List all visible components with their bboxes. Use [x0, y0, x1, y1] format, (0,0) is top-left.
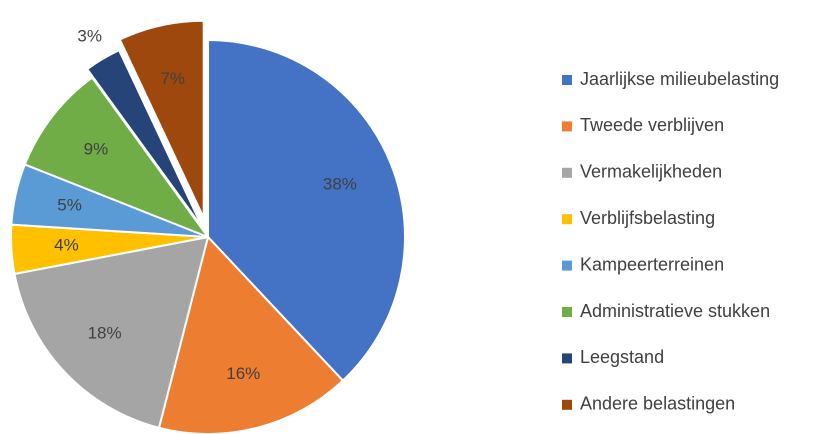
legend-swatch	[562, 260, 572, 271]
slice-label: 3%	[77, 26, 102, 45]
legend-swatch	[562, 121, 572, 132]
pie-slice	[157, 234, 345, 434]
slice-label: 9%	[84, 140, 109, 159]
slice-label: 18%	[88, 324, 122, 343]
legend-label: Jaarlijkse milieubelasting	[580, 69, 779, 89]
slice-label: 16%	[226, 364, 260, 383]
legend-label: Vermakelijkheden	[580, 162, 722, 182]
pie-slice	[118, 19, 205, 219]
legend-label: Kampeerterreinen	[580, 254, 724, 274]
legend-swatch	[562, 307, 572, 317]
legend-label: Tweede verblijven	[580, 115, 724, 135]
slice-label: 7%	[160, 69, 185, 88]
legend-swatch	[562, 167, 572, 178]
pie-slice	[23, 76, 211, 240]
slice-label: 5%	[57, 196, 82, 215]
legend-label: Andere belastingen	[580, 394, 735, 414]
pie-slice	[13, 235, 210, 430]
legend-swatch	[562, 353, 572, 364]
pie-slice	[207, 38, 406, 383]
legend-label: Leegstand	[580, 347, 664, 367]
pie-slice	[85, 48, 204, 230]
legend-label: Verblijfsbelasting	[580, 208, 715, 228]
slice-label: 38%	[323, 174, 357, 193]
legend-label: Administratieve stukken	[580, 301, 770, 321]
slice-label: 4%	[54, 235, 79, 254]
legend-swatch	[562, 75, 572, 85]
legend-swatch	[562, 214, 572, 225]
legend-swatch	[562, 399, 572, 410]
